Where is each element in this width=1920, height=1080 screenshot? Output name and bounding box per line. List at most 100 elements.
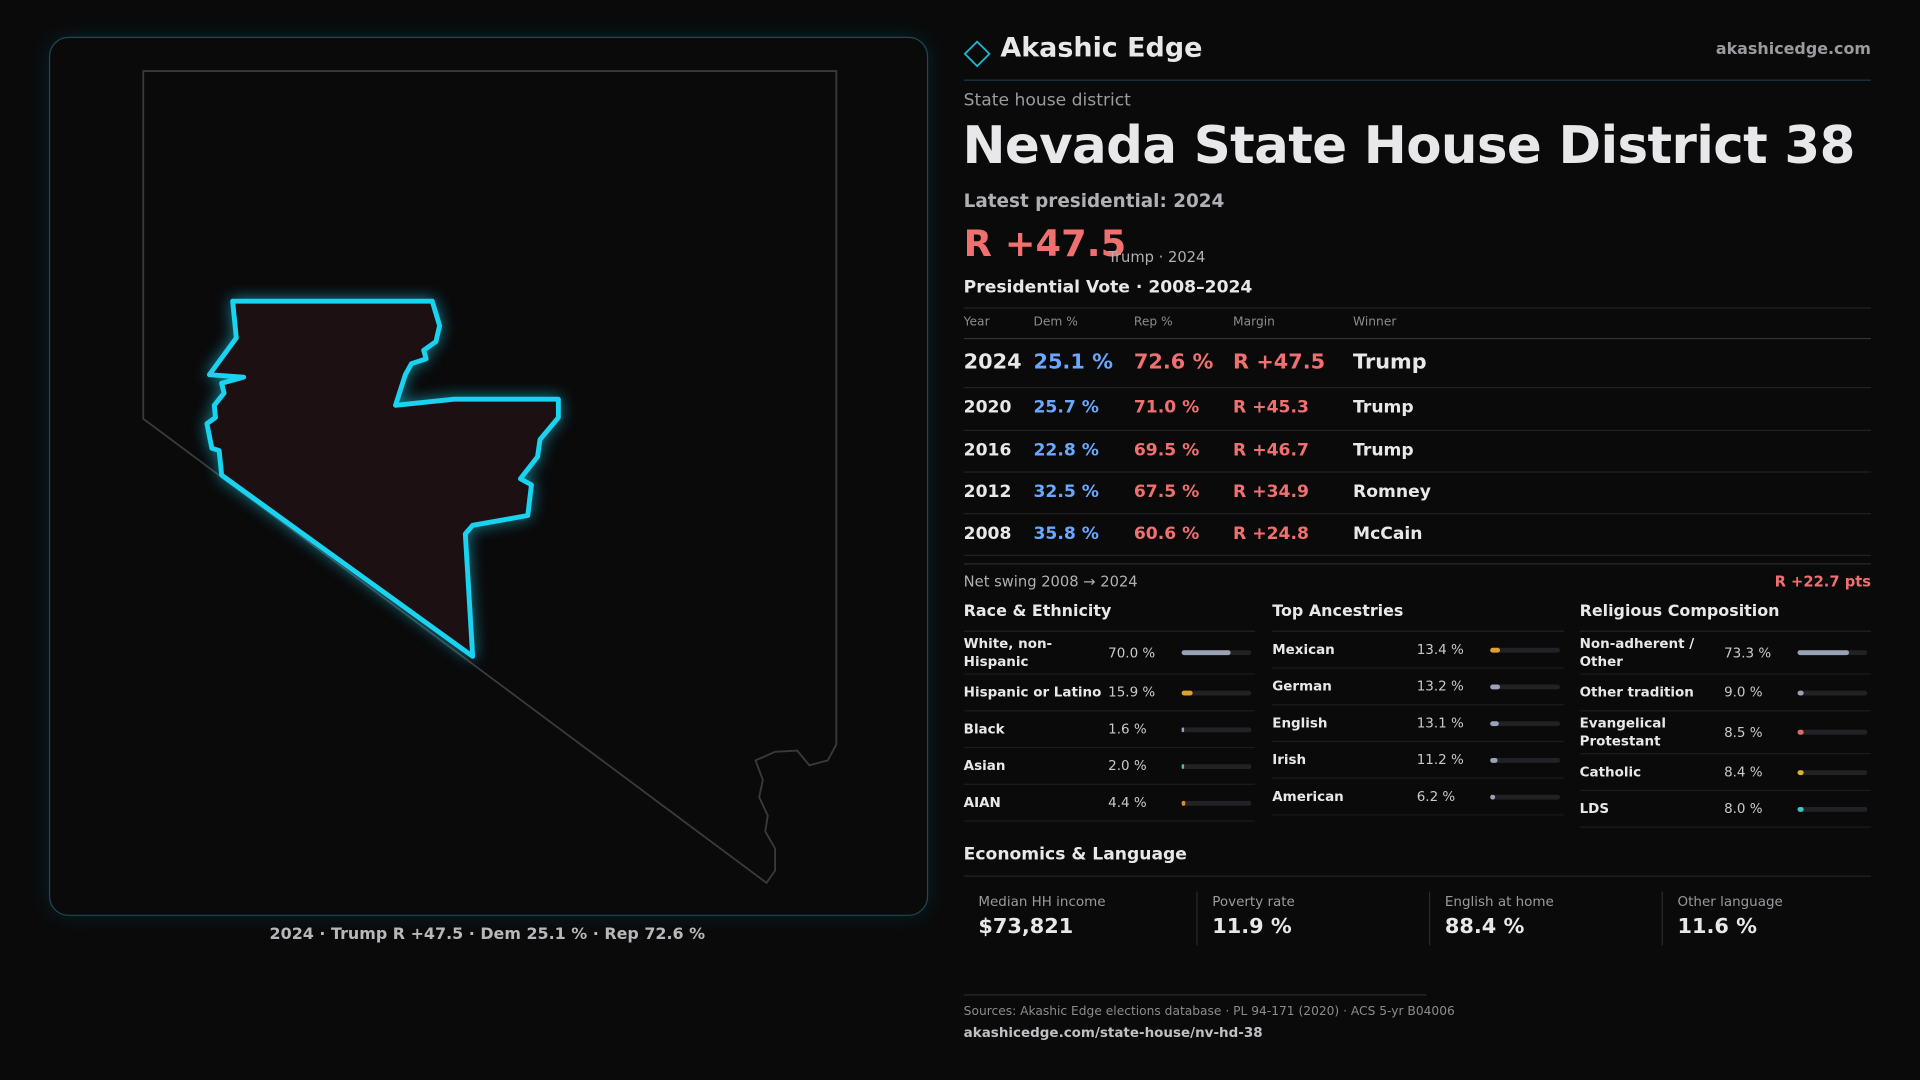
stat-label: Irish <box>1272 751 1307 768</box>
table-cell: 2008 <box>963 524 1012 544</box>
logo <box>963 40 991 68</box>
bar <box>1797 690 1804 695</box>
table-row: 2008 35.8 % 60.6 % R +24.8 McCain <box>963 513 1872 556</box>
stat-value: 15.9 % <box>1108 684 1156 701</box>
metric: Other language 11.6 % <box>1661 891 1886 946</box>
bar-track <box>1490 757 1560 763</box>
stat-value: 13.2 % <box>1416 678 1464 695</box>
table-cell: 25.1 % <box>1033 350 1113 375</box>
title: Nevada State House District 38 <box>962 115 1855 176</box>
stat-value: 8.4 % <box>1724 764 1763 780</box>
stat-row: AIAN 4.4 % <box>963 785 1256 822</box>
map-panel <box>48 36 929 916</box>
stat-row: LDS 8.0 % <box>1579 791 1872 828</box>
stat-value: 73.3 % <box>1724 644 1772 661</box>
table-title: Presidential Vote · 2008–2024 <box>963 277 1253 298</box>
table-cell: 72.6 % <box>1133 350 1214 375</box>
headline-note: Trump · 2024 <box>1108 248 1206 266</box>
table-row: 2016 22.8 % 69.5 % R +46.7 Trump <box>963 429 1872 473</box>
column-header: Margin <box>1233 315 1275 330</box>
table-cell: 2020 <box>963 397 1012 418</box>
bar <box>1490 794 1495 799</box>
bar-track <box>1181 650 1252 656</box>
stat-row: Asian 2.0 % <box>963 748 1256 785</box>
bar <box>1797 769 1804 775</box>
state-outline <box>142 70 838 885</box>
divider <box>963 994 1427 996</box>
bar-track <box>1181 690 1252 695</box>
bar <box>1181 726 1185 732</box>
divider <box>963 563 1872 565</box>
bar <box>1797 806 1804 812</box>
stat-row: Black 1.6 % <box>963 711 1256 749</box>
bar <box>1181 763 1185 769</box>
table-cell: R +46.7 <box>1233 440 1309 461</box>
stat-value: 70.0 % <box>1108 644 1156 661</box>
table-cell: 71.0 % <box>1133 397 1200 418</box>
stat-value: 9.0 % <box>1724 684 1763 701</box>
metric-label: English at home <box>1444 893 1554 910</box>
headline-margin: R +47.5 <box>963 222 1127 266</box>
bar-track <box>1181 763 1252 769</box>
table-cell: Trump <box>1353 350 1427 375</box>
site-url: akashicedge.com <box>1715 40 1872 59</box>
table-bottom <box>963 554 1872 556</box>
stat-row: Mexican 13.4 % <box>1272 632 1564 669</box>
bar <box>1181 800 1185 806</box>
stat-value: 13.1 % <box>1416 715 1464 732</box>
table-cell: R +34.9 <box>1233 482 1309 503</box>
table-cell: 25.7 % <box>1033 397 1099 418</box>
table-cell: 2024 <box>963 350 1022 375</box>
stat-label: Evangelical Protestant <box>1579 715 1666 750</box>
subtitle: Latest presidential: 2024 <box>963 189 1225 212</box>
table-header: Year Dem % Rep % Margin Winner <box>963 307 1872 338</box>
bar <box>1797 729 1804 735</box>
column-header: Dem % <box>1033 315 1078 330</box>
bar <box>1490 647 1500 653</box>
district-shape <box>204 298 561 659</box>
section-title: Religious Composition <box>1579 602 1872 632</box>
metric-value: 11.6 % <box>1677 914 1758 940</box>
divider <box>963 79 1872 81</box>
stat-label: Mexican <box>1272 641 1335 658</box>
stat-label: German <box>1272 678 1332 695</box>
table-cell: R +47.5 <box>1233 350 1326 375</box>
bar-track <box>1490 683 1560 689</box>
table-cell: 32.5 % <box>1033 482 1099 503</box>
map-caption: 2024 · Trump R +47.5 · Dem 25.1 % · Rep … <box>269 925 706 945</box>
stat-row: Hispanic or Latino 15.9 % <box>963 675 1256 712</box>
bar-track <box>1181 726 1252 732</box>
stat-label: English <box>1272 715 1328 732</box>
table-cell: McCain <box>1353 524 1423 544</box>
metric-label: Median HH income <box>978 893 1106 910</box>
bar-track <box>1181 800 1252 806</box>
bar-track <box>1797 690 1868 695</box>
stat-label: Asian <box>963 757 1006 774</box>
stat-label: White, non-Hispanic <box>963 635 1053 670</box>
table-cell: 69.5 % <box>1133 440 1200 461</box>
bar-track <box>1797 769 1868 775</box>
stat-value: 8.5 % <box>1724 724 1763 741</box>
column-header: Rep % <box>1133 315 1173 330</box>
metric: Poverty rate 11.9 % <box>1196 891 1420 946</box>
table-cell: R +24.8 <box>1233 524 1309 544</box>
brand: Akashic Edge <box>1000 33 1203 64</box>
stat-row: Evangelical Protestant 8.5 % <box>1579 711 1872 755</box>
stat-value: 2.0 % <box>1108 757 1147 774</box>
stat-label: Black <box>963 721 1005 738</box>
stat-row: English 13.1 % <box>1272 705 1564 743</box>
section: Top Ancestries Mexican 13.4 % German 13.2 % E… <box>1272 602 1564 816</box>
metric-label: Poverty rate <box>1212 893 1295 910</box>
divider <box>963 875 1872 877</box>
stat-row: Other tradition 9.0 % <box>1579 675 1872 712</box>
metric: Median HH income $73,821 <box>964 891 1187 945</box>
stat-value: 11.2 % <box>1416 751 1464 768</box>
bar <box>1797 650 1849 656</box>
stat-row: Catholic 8.4 % <box>1579 754 1872 792</box>
table-cell: 35.8 % <box>1033 524 1099 544</box>
sources: Sources: Akashic Edge elections database… <box>963 1005 1455 1019</box>
table-cell: Romney <box>1353 482 1431 503</box>
stat-row: American 6.2 % <box>1272 779 1564 816</box>
